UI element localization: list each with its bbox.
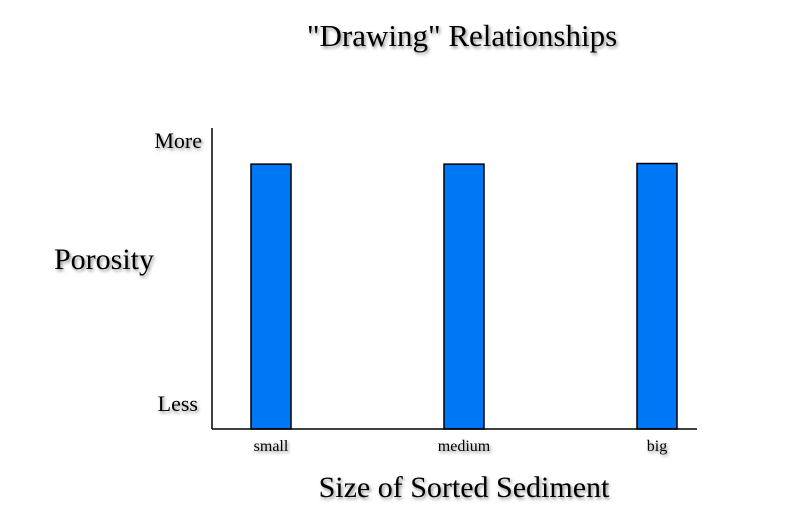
y-tick-label-high: More xyxy=(154,128,202,153)
bar-medium xyxy=(443,163,485,430)
bar-small xyxy=(250,163,292,430)
x-tick-label-big: big xyxy=(647,438,667,455)
x-tick-labels: small medium big xyxy=(254,438,668,455)
bar-big xyxy=(636,162,678,430)
x-tick-label-small: small xyxy=(254,438,289,455)
x-tick-label-medium: medium xyxy=(438,438,491,455)
x-axis-label: Size of Sorted Sediment xyxy=(319,471,610,504)
bars-group xyxy=(250,162,678,430)
chart-title: "Drawing" Relationships xyxy=(307,18,617,53)
y-axis-label: Porosity xyxy=(54,243,154,276)
y-tick-label-low: Less xyxy=(158,391,198,416)
